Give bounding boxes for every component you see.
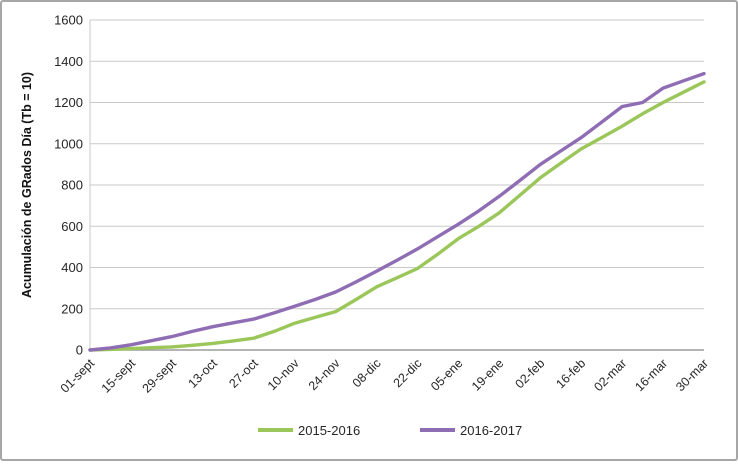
x-tick-label-15-sept: 15-sept [99, 356, 139, 396]
series-line-2016-2017 [88, 71, 706, 352]
x-tick-labels: 01-sept 15-sept 29-sept 13-oct 27-oct 10-nov 2… [58, 356, 711, 396]
x-tick-label-01-sept: 01-sept [58, 356, 98, 396]
y-tick-label-800: 800 [61, 178, 83, 193]
y-tick-label-0: 0 [76, 343, 83, 358]
y-tick-label-1600: 1600 [54, 13, 83, 28]
x-tick-label-16-mar: 16-mar [632, 356, 670, 394]
axis-lines [89, 20, 704, 351]
y-axis-title: Acumulación de GRados Día (Tb = 10) [20, 72, 34, 298]
series-line-2015-2016 [88, 80, 706, 352]
y-tick-label-1000: 1000 [54, 136, 83, 151]
x-tick-label-08-dic: 08-dic [350, 356, 384, 390]
x-tick-label-30-mar: 30-mar [673, 356, 711, 394]
legend-label-2015-2016: 2015-2016 [298, 423, 360, 438]
x-tick-label-10-nov: 10-nov [265, 356, 302, 393]
x-tick-label-19-ene: 19-ene [469, 356, 506, 393]
y-tick-label-400: 400 [61, 260, 83, 275]
x-tick-label-16-feb: 16-feb [553, 356, 588, 391]
y-tick-label-1400: 1400 [54, 54, 83, 69]
legend: 2015-2016 2016-2017 [258, 423, 522, 438]
x-tick-label-24-nov: 24-nov [306, 356, 343, 393]
x-tick-label-02-feb: 02-feb [512, 356, 547, 391]
chart-canvas: 0 200 400 600 800 1000 1200 1400 1600 01-sept 15-… [20, 13, 711, 439]
x-tick-label-05-ene: 05-ene [428, 356, 465, 393]
y-tick-labels: 0 200 400 600 800 1000 1200 1400 1600 [54, 13, 83, 358]
x-tick-label-02-mar: 02-mar [591, 356, 629, 394]
x-tick-label-22-dic: 22-dic [391, 356, 425, 390]
y-tick-label-1200: 1200 [54, 95, 83, 110]
x-tick-label-27-oct: 27-oct [226, 356, 261, 391]
gridlines [90, 19, 704, 310]
series-lines [88, 71, 706, 352]
y-tick-label-600: 600 [61, 219, 83, 234]
x-tick-label-29-sept: 29-sept [140, 356, 180, 396]
y-tick-label-200: 200 [61, 301, 83, 316]
legend-label-2016-2017: 2016-2017 [460, 423, 522, 438]
x-tick-label-13-oct: 13-oct [185, 356, 220, 391]
legend-item-2016-2017[interactable]: 2016-2017 [420, 423, 522, 438]
legend-item-2015-2016[interactable]: 2015-2016 [258, 423, 360, 438]
